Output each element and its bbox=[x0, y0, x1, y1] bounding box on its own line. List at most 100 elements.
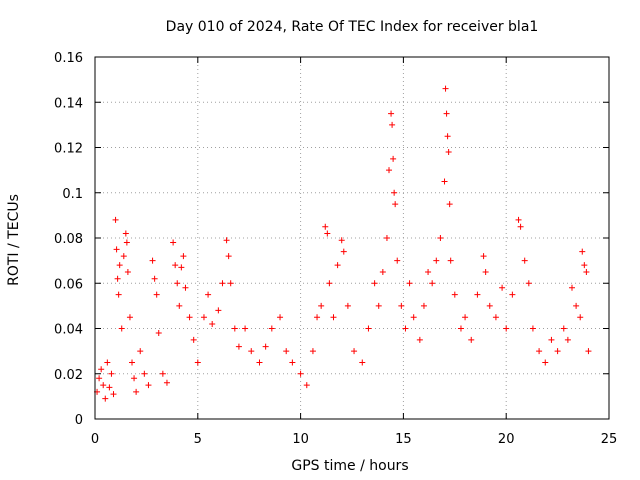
data-point bbox=[227, 280, 234, 287]
data-point bbox=[445, 149, 452, 156]
x-tick-label: 20 bbox=[498, 432, 515, 447]
y-tick-label: 0.06 bbox=[54, 277, 83, 292]
data-point bbox=[375, 302, 382, 309]
data-point bbox=[442, 85, 449, 92]
data-point bbox=[322, 223, 329, 230]
data-point bbox=[371, 280, 378, 287]
data-point bbox=[126, 314, 133, 321]
axis-ticks: 0 5 10 15 20 25 0 0.02 0.04 0.06 0.08 0.1 0.12 0.14 0.… bbox=[54, 51, 617, 447]
data-point bbox=[176, 302, 183, 309]
data-point bbox=[420, 302, 427, 309]
data-point bbox=[131, 375, 138, 382]
data-point bbox=[223, 237, 230, 244]
y-tick-label: 0.14 bbox=[54, 96, 83, 111]
data-point bbox=[137, 348, 144, 355]
data-point bbox=[133, 388, 140, 395]
y-tick-label: 0.02 bbox=[54, 368, 83, 383]
data-points bbox=[94, 85, 592, 402]
data-point bbox=[268, 325, 275, 332]
x-tick-label: 10 bbox=[292, 432, 309, 447]
y-axis-label: ROTI / TECUs bbox=[6, 194, 22, 286]
data-point bbox=[509, 291, 516, 298]
data-point bbox=[388, 110, 395, 117]
data-point bbox=[110, 391, 117, 398]
data-point bbox=[568, 284, 575, 291]
data-point bbox=[386, 167, 393, 174]
data-point bbox=[155, 330, 162, 337]
data-point bbox=[392, 201, 399, 208]
data-point bbox=[446, 201, 453, 208]
data-point bbox=[326, 280, 333, 287]
data-point bbox=[309, 348, 316, 355]
data-point bbox=[482, 268, 489, 275]
data-point bbox=[303, 382, 310, 389]
data-point bbox=[330, 314, 337, 321]
data-point bbox=[444, 133, 451, 140]
data-point bbox=[451, 291, 458, 298]
y-tick-label: 0.16 bbox=[54, 51, 83, 66]
data-point bbox=[180, 253, 187, 260]
y-tick-label: 0 bbox=[75, 413, 83, 428]
data-point bbox=[499, 284, 506, 291]
data-point bbox=[190, 336, 197, 343]
data-point bbox=[529, 325, 536, 332]
data-point bbox=[114, 275, 121, 282]
y-tick-label: 0.12 bbox=[54, 142, 83, 157]
data-point bbox=[441, 178, 448, 185]
data-point bbox=[324, 230, 331, 237]
data-point bbox=[429, 280, 436, 287]
data-point bbox=[106, 384, 113, 391]
data-point bbox=[145, 382, 152, 389]
data-point bbox=[153, 291, 160, 298]
data-point bbox=[583, 268, 590, 275]
y-tick-label: 0.04 bbox=[54, 323, 83, 338]
data-point bbox=[205, 291, 212, 298]
y-tick-label: 0.08 bbox=[54, 232, 83, 247]
data-point bbox=[149, 257, 156, 264]
data-point bbox=[480, 253, 487, 260]
data-point bbox=[235, 343, 242, 350]
data-point bbox=[359, 359, 366, 366]
data-point bbox=[151, 275, 158, 282]
data-point bbox=[283, 348, 290, 355]
x-tick-label: 5 bbox=[194, 432, 202, 447]
data-point bbox=[351, 348, 358, 355]
data-point bbox=[98, 366, 105, 373]
data-point bbox=[318, 302, 325, 309]
data-point bbox=[248, 348, 255, 355]
data-point bbox=[104, 359, 111, 366]
data-point bbox=[124, 268, 131, 275]
data-point bbox=[129, 359, 136, 366]
data-point bbox=[560, 325, 567, 332]
data-point bbox=[141, 370, 148, 377]
data-point bbox=[122, 230, 129, 237]
data-point bbox=[536, 348, 543, 355]
x-axis-label: GPS time / hours bbox=[291, 458, 408, 474]
data-point bbox=[215, 307, 222, 314]
data-point bbox=[474, 291, 481, 298]
data-point bbox=[486, 302, 493, 309]
data-point bbox=[231, 325, 238, 332]
data-point bbox=[410, 314, 417, 321]
data-point bbox=[447, 257, 454, 264]
data-point bbox=[468, 336, 475, 343]
data-point bbox=[579, 248, 586, 255]
data-point bbox=[116, 262, 123, 269]
data-point bbox=[100, 382, 107, 389]
data-point bbox=[548, 336, 555, 343]
data-point bbox=[277, 314, 284, 321]
data-point bbox=[379, 268, 386, 275]
data-point bbox=[118, 325, 125, 332]
data-point bbox=[564, 336, 571, 343]
y-tick-label: 0.1 bbox=[62, 187, 83, 202]
data-point bbox=[314, 314, 321, 321]
data-point bbox=[334, 262, 341, 269]
data-point bbox=[262, 343, 269, 350]
data-point bbox=[219, 280, 226, 287]
data-point bbox=[492, 314, 499, 321]
data-point bbox=[503, 325, 510, 332]
data-point bbox=[108, 370, 115, 377]
data-point bbox=[178, 264, 185, 271]
data-point bbox=[521, 257, 528, 264]
data-point bbox=[462, 314, 469, 321]
